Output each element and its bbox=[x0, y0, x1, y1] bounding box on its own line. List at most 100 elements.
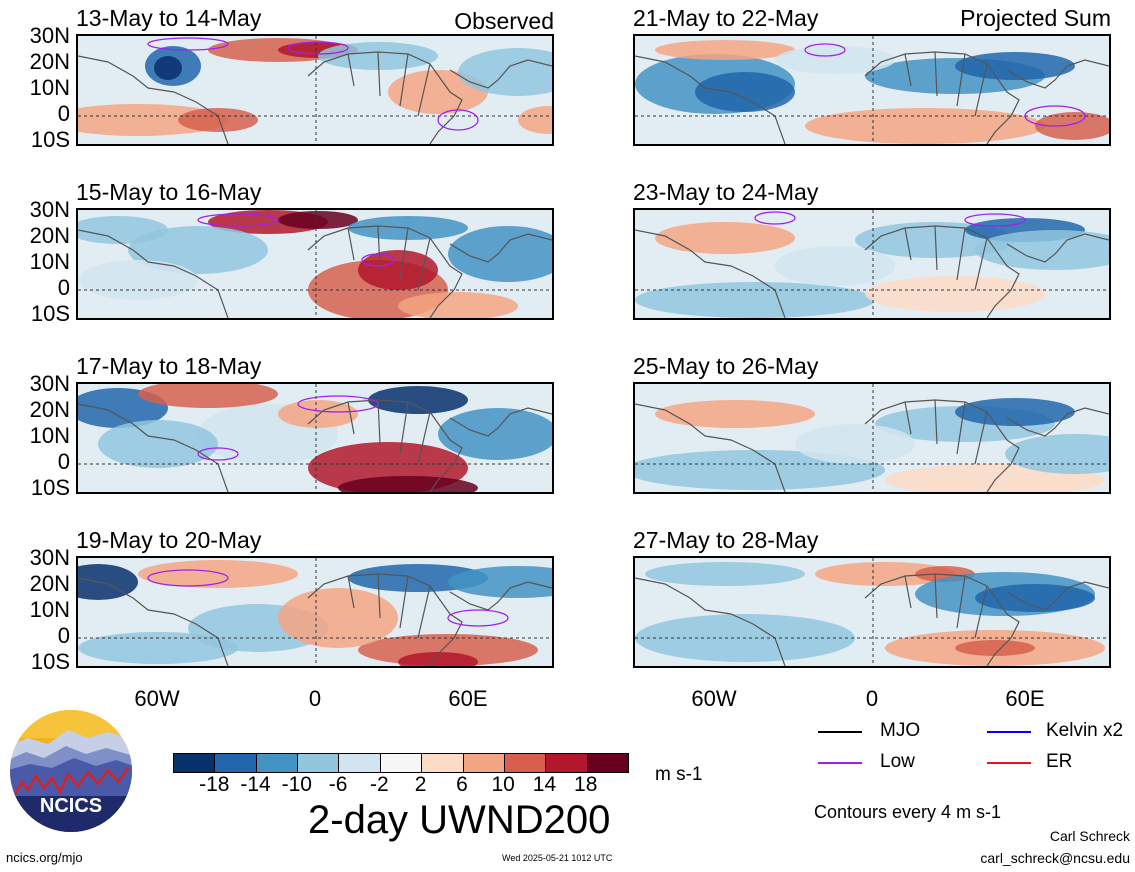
low-contour bbox=[437, 109, 479, 131]
anomaly-region bbox=[775, 246, 895, 286]
low-contour bbox=[147, 37, 229, 51]
legend-line-er bbox=[987, 762, 1031, 764]
panel-title-proj1: 21-May to 22-May bbox=[633, 5, 819, 31]
legend-line-kelvin bbox=[987, 731, 1031, 733]
anomaly-region bbox=[154, 56, 182, 80]
lon-label-60e-left: 60E bbox=[448, 686, 488, 711]
legend-label-er: ER bbox=[1046, 751, 1073, 772]
legend-line-mjo bbox=[818, 731, 862, 733]
colorbar-swatch bbox=[174, 754, 216, 772]
colorbar-tick-label: 10 bbox=[491, 773, 515, 796]
contours-note: Contours every 4 m s-1 bbox=[814, 802, 1002, 822]
anomaly-region bbox=[448, 566, 552, 598]
map-panel-proj3 bbox=[633, 382, 1111, 494]
anomaly-region bbox=[805, 108, 1045, 144]
anomaly-region bbox=[438, 408, 552, 460]
colorbar-swatch bbox=[380, 754, 423, 772]
anomaly-region bbox=[518, 106, 552, 134]
low-contour bbox=[447, 609, 509, 627]
lon-label-0-left: 0 bbox=[308, 686, 322, 711]
anomaly-region bbox=[955, 52, 1075, 80]
anomaly-region bbox=[368, 386, 468, 414]
anomaly-region bbox=[278, 588, 398, 648]
lat-label: 0 bbox=[57, 449, 70, 474]
lat-label: 0 bbox=[57, 623, 70, 648]
low-contour bbox=[297, 395, 379, 413]
lat-label: 0 bbox=[57, 101, 70, 126]
anomaly-region bbox=[955, 640, 1035, 656]
map-field bbox=[78, 558, 552, 666]
footer-url: ncics.org/mjo bbox=[6, 850, 83, 865]
map-field bbox=[78, 384, 552, 492]
panel-title-proj4: 27-May to 28-May bbox=[633, 527, 819, 553]
panel-title-proj2: 23-May to 24-May bbox=[633, 179, 819, 205]
low-contour bbox=[804, 43, 846, 57]
coastline bbox=[78, 399, 552, 492]
anomaly-region bbox=[178, 108, 258, 132]
coastline bbox=[78, 51, 552, 144]
panel-title-proj3: 25-May to 26-May bbox=[633, 353, 819, 379]
legend-label-mjo: MJO bbox=[880, 720, 921, 741]
lat-label: 20N bbox=[29, 397, 70, 422]
anomaly-region bbox=[398, 292, 518, 318]
anomaly-region bbox=[975, 230, 1109, 270]
colorbar-tick-label: -18 bbox=[199, 773, 230, 796]
coastline bbox=[635, 225, 1109, 318]
lon-label-60e-right: 60E bbox=[1005, 686, 1045, 711]
map-panel-proj2 bbox=[633, 208, 1111, 320]
ncics-logo: NCICS bbox=[10, 710, 132, 832]
lat-label: 10S bbox=[30, 649, 70, 674]
lon-label-0-right: 0 bbox=[865, 686, 879, 711]
anomaly-region bbox=[695, 72, 795, 112]
colorbar-swatch bbox=[339, 754, 381, 772]
anomaly-region bbox=[338, 476, 478, 492]
anomaly-region bbox=[78, 260, 198, 300]
panel-title-obs2: 15-May to 16-May bbox=[76, 179, 262, 205]
lat-label: 10N bbox=[29, 423, 70, 448]
colorbar-tick-label: -6 bbox=[328, 773, 348, 796]
anomaly-region bbox=[278, 211, 358, 229]
figure-title: 2-day UWND200 bbox=[308, 798, 611, 842]
anomaly-region bbox=[138, 384, 278, 408]
lon-label-60w-left: 60W bbox=[134, 686, 180, 711]
lat-label: 30N bbox=[29, 23, 70, 48]
map-panel-proj4 bbox=[633, 556, 1111, 668]
low-contour bbox=[147, 569, 229, 587]
anomaly-region bbox=[975, 584, 1095, 612]
coastline bbox=[635, 399, 1109, 492]
legend-line-low bbox=[818, 762, 862, 764]
anomaly-region bbox=[78, 564, 138, 600]
colorbar bbox=[173, 753, 629, 773]
lat-label: 10S bbox=[30, 475, 70, 500]
lat-label: 30N bbox=[29, 371, 70, 396]
panel-label-projected: Projected Sum bbox=[960, 5, 1111, 31]
colorbar-swatch bbox=[298, 754, 340, 772]
colorbar-tick-label: 18 bbox=[574, 773, 598, 796]
colorbar-swatch bbox=[463, 754, 505, 772]
lat-label: 20N bbox=[29, 571, 70, 596]
anomaly-region bbox=[635, 282, 875, 318]
lat-label: 10N bbox=[29, 75, 70, 100]
anomaly-region bbox=[655, 222, 795, 254]
lat-label: 10S bbox=[30, 301, 70, 326]
anomaly-region bbox=[655, 400, 815, 428]
lat-label: 30N bbox=[29, 197, 70, 222]
lat-label: 20N bbox=[29, 49, 70, 74]
colorbar-swatch bbox=[422, 754, 464, 772]
coastline bbox=[78, 225, 552, 318]
lat-label: 10N bbox=[29, 249, 70, 274]
footer-author: Carl Schreck bbox=[1049, 828, 1130, 844]
colorbar-unit: m s-1 bbox=[655, 764, 703, 785]
colorbar-tick-label: -10 bbox=[281, 773, 312, 796]
colorbar-tick-label: 14 bbox=[532, 773, 557, 796]
map-panel-obs4 bbox=[76, 556, 554, 668]
map-panel-obs1 bbox=[76, 34, 554, 146]
anomaly-region bbox=[655, 40, 795, 60]
map-panel-obs2 bbox=[76, 208, 554, 320]
coastline bbox=[635, 573, 1109, 666]
anomaly-region bbox=[78, 216, 168, 244]
low-contour bbox=[361, 253, 395, 267]
map-field bbox=[78, 210, 552, 318]
anomaly-region bbox=[78, 632, 238, 664]
anomaly-region bbox=[398, 652, 478, 666]
